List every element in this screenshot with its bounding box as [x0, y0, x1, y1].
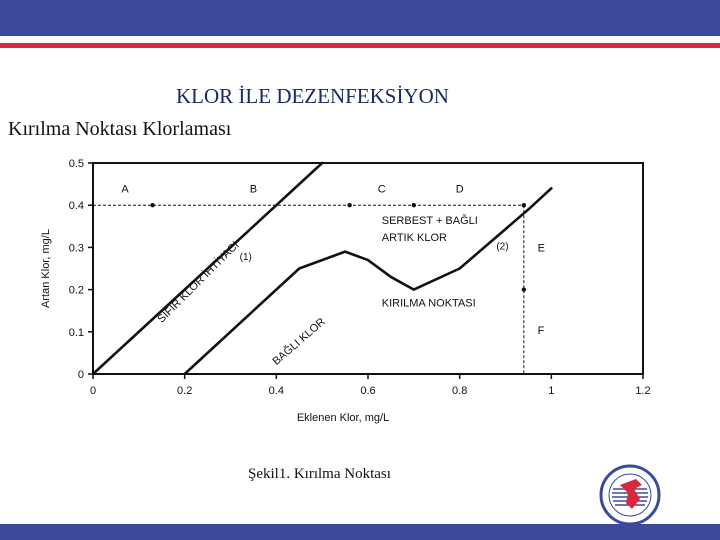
- x-tick-label: 0: [90, 385, 96, 397]
- annotation-zero-demand: SIFIR KLOR İHTİYACI: [155, 239, 242, 326]
- annotation-curve2: (2): [496, 242, 508, 253]
- series-line-1: [91, 161, 324, 376]
- x-tick-label: 0.8: [452, 385, 467, 397]
- y-tick-label: 0: [78, 369, 84, 381]
- x-tick-label: 1.2: [635, 385, 650, 397]
- zone-marker: [150, 203, 155, 208]
- x-axis-label: Eklenen Klor, mg/L: [297, 412, 389, 424]
- y-tick-label: 0.4: [69, 200, 84, 212]
- series-line-2: [183, 187, 553, 376]
- ef-divider-marker: [521, 287, 527, 292]
- zone-label-b: B: [250, 183, 257, 195]
- y-tick-label: 0.3: [69, 242, 84, 254]
- annotation-combined: BAĞLI KLOR: [270, 315, 328, 368]
- annotation-E: E: [538, 243, 545, 255]
- plot-frame: [92, 162, 644, 375]
- accent-line: [0, 43, 720, 48]
- y-axis-label: Artan Klor, mg/L: [40, 229, 52, 308]
- zone-label-d: D: [456, 183, 464, 195]
- top-band: [0, 0, 720, 36]
- zone-marker: [347, 203, 352, 208]
- zone-label-a: A: [121, 183, 129, 195]
- zone-marker: [411, 203, 417, 208]
- annotation-breakpoint: KIRILMA NOKTASI: [382, 297, 476, 309]
- figure-caption: Şekil1. Kırılma Noktası: [248, 466, 391, 482]
- y-tick-label: 0.5: [69, 158, 84, 170]
- annotation-curve1: (1): [240, 252, 252, 263]
- annotation-F: F: [538, 325, 545, 337]
- y-tick-label: 0.2: [69, 285, 84, 297]
- annotation-free-combined-2: ARTIK KLOR: [382, 232, 447, 244]
- breakpoint-chart: 0 0.2 0.4 0.6 0.8 1 1.2 0 0.1 0.2 0.3 0.4 0.5 Eklenen…: [40, 158, 651, 424]
- page-subtitle: Kırılma Noktası Klorlaması: [8, 118, 232, 140]
- x-tick-label: 1: [548, 385, 554, 397]
- university-logo-icon: [599, 464, 661, 526]
- page-title: KLOR İLE DEZENFEKSİYON: [176, 84, 449, 108]
- y-tick-label: 0.1: [69, 327, 84, 339]
- annotation-free-combined-1: SERBEST + BAĞLI: [382, 214, 478, 227]
- x-tick-label: 0.4: [269, 385, 284, 397]
- zone-label-c: C: [378, 183, 386, 195]
- x-tick-label: 0.6: [360, 385, 375, 397]
- x-tick-label: 0.2: [177, 385, 192, 397]
- bottom-band: [0, 524, 720, 540]
